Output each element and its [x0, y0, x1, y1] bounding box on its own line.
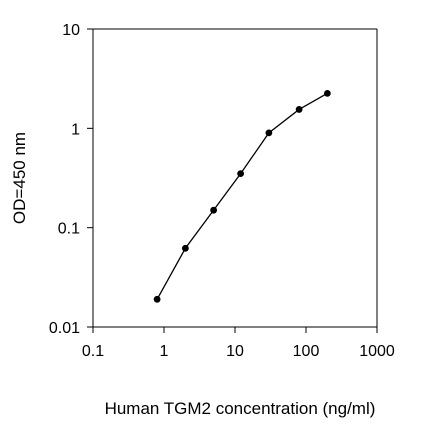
- x-tick-label: 1: [160, 343, 169, 360]
- y-tick-label: 10: [62, 22, 80, 39]
- x-axis: 0.1 1 10 100 1000: [82, 327, 395, 360]
- y-tick-label: 1: [71, 121, 80, 138]
- data-point: [265, 129, 273, 137]
- y-tick-label: 0.1: [58, 221, 80, 238]
- x-tick-label: 100: [293, 343, 320, 360]
- y-axis: 0.01 0.1 1 10: [49, 22, 93, 337]
- data-point: [181, 244, 189, 252]
- y-axis-title: OD=450 nm: [10, 132, 29, 224]
- x-axis-title: Human TGM2 concentration (ng/ml): [105, 399, 376, 418]
- y-tick-label: 0.01: [49, 320, 80, 337]
- data-point: [323, 89, 331, 97]
- plot-frame: [92, 28, 378, 328]
- x-tick-label: 10: [226, 343, 244, 360]
- x-tick-label: 0.1: [82, 343, 104, 360]
- data-point: [237, 170, 245, 178]
- data-point: [153, 295, 161, 303]
- x-tick-label: 1000: [359, 343, 395, 360]
- series-layer: [153, 89, 331, 303]
- data-point: [210, 206, 218, 214]
- data-point: [295, 106, 303, 113]
- series-line: [156, 92, 328, 300]
